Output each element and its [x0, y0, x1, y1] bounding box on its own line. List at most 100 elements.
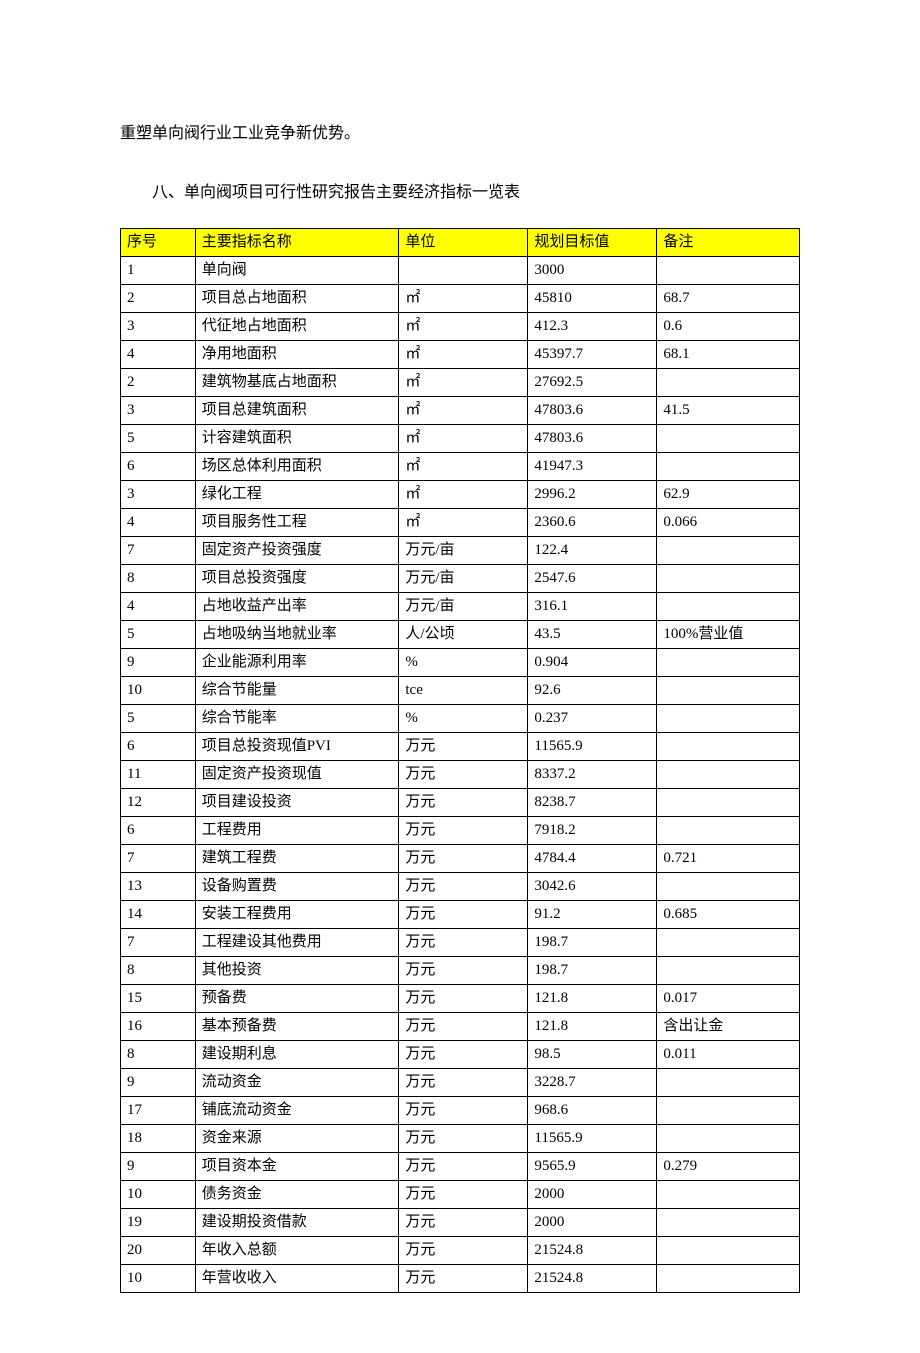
table-cell: 建设期利息 [195, 1040, 399, 1068]
table-cell [657, 564, 800, 592]
table-cell: 项目总建筑面积 [195, 396, 399, 424]
table-cell: 万元 [399, 1096, 528, 1124]
table-row: 2项目总占地面积㎡4581068.7 [121, 284, 800, 312]
table-cell: 10 [121, 1264, 196, 1292]
table-cell: 7 [121, 928, 196, 956]
table-cell: 2000 [528, 1208, 657, 1236]
table-cell [657, 1068, 800, 1096]
table-row: 7固定资产投资强度万元/亩122.4 [121, 536, 800, 564]
table-cell: 6 [121, 816, 196, 844]
table-cell: 5 [121, 704, 196, 732]
table-cell: 其他投资 [195, 956, 399, 984]
table-cell: 121.8 [528, 1012, 657, 1040]
table-cell [657, 704, 800, 732]
intro-text: 重塑单向阀行业工业竞争新优势。 [120, 120, 800, 149]
table-row: 9企业能源利用率%0.904 [121, 648, 800, 676]
table-cell: 万元 [399, 928, 528, 956]
table-row: 1单向阀3000 [121, 256, 800, 284]
table-cell: ㎡ [399, 508, 528, 536]
table-row: 4占地收益产出率万元/亩316.1 [121, 592, 800, 620]
table-cell: 万元 [399, 732, 528, 760]
table-cell: 12 [121, 788, 196, 816]
table-cell: 年收入总额 [195, 1236, 399, 1264]
table-cell: 基本预备费 [195, 1012, 399, 1040]
table-cell: 21524.8 [528, 1236, 657, 1264]
table-cell: 0.721 [657, 844, 800, 872]
table-cell: 41947.3 [528, 452, 657, 480]
table-cell: 万元 [399, 816, 528, 844]
table-cell [657, 956, 800, 984]
table-cell: 万元 [399, 872, 528, 900]
table-cell: 2547.6 [528, 564, 657, 592]
table-cell [657, 1236, 800, 1264]
table-cell [657, 872, 800, 900]
table-row: 10债务资金万元2000 [121, 1180, 800, 1208]
table-cell [657, 676, 800, 704]
table-row: 3绿化工程㎡2996.262.9 [121, 480, 800, 508]
table-cell: 27692.5 [528, 368, 657, 396]
table-cell: 8337.2 [528, 760, 657, 788]
table-cell: ㎡ [399, 424, 528, 452]
table-cell: 项目建设投资 [195, 788, 399, 816]
table-row: 12项目建设投资万元8238.7 [121, 788, 800, 816]
table-row: 13设备购置费万元3042.6 [121, 872, 800, 900]
table-cell: 14 [121, 900, 196, 928]
table-cell: 198.7 [528, 956, 657, 984]
table-row: 8项目总投资强度万元/亩2547.6 [121, 564, 800, 592]
col-header-value: 规划目标值 [528, 228, 657, 256]
table-cell [657, 732, 800, 760]
table-cell [657, 1096, 800, 1124]
table-cell: ㎡ [399, 368, 528, 396]
table-cell: 92.6 [528, 676, 657, 704]
table-cell: 计容建筑面积 [195, 424, 399, 452]
table-cell: 8 [121, 956, 196, 984]
table-row: 7工程建设其他费用万元198.7 [121, 928, 800, 956]
table-cell [657, 1124, 800, 1152]
section-title: 八、单向阀项目可行性研究报告主要经济指标一览表 [120, 179, 800, 208]
col-header-unit: 单位 [399, 228, 528, 256]
table-cell: 建筑工程费 [195, 844, 399, 872]
table-row: 6场区总体利用面积㎡41947.3 [121, 452, 800, 480]
table-cell: 10 [121, 1180, 196, 1208]
table-cell: 铺底流动资金 [195, 1096, 399, 1124]
table-cell: 场区总体利用面积 [195, 452, 399, 480]
table-cell: 5 [121, 424, 196, 452]
table-cell: 万元/亩 [399, 536, 528, 564]
table-cell: 建筑物基底占地面积 [195, 368, 399, 396]
table-cell: ㎡ [399, 480, 528, 508]
table-cell: 工程建设其他费用 [195, 928, 399, 956]
table-cell: 412.3 [528, 312, 657, 340]
table-cell: 万元 [399, 900, 528, 928]
table-cell: 0.011 [657, 1040, 800, 1068]
table-row: 15预备费万元121.80.017 [121, 984, 800, 1012]
table-cell: 47803.6 [528, 424, 657, 452]
table-cell: 资金来源 [195, 1124, 399, 1152]
table-cell: 45810 [528, 284, 657, 312]
table-cell: 6 [121, 732, 196, 760]
table-cell [657, 1208, 800, 1236]
table-cell: 98.5 [528, 1040, 657, 1068]
table-cell: 6 [121, 452, 196, 480]
table-cell: 3042.6 [528, 872, 657, 900]
table-row: 9流动资金万元3228.7 [121, 1068, 800, 1096]
table-cell: 企业能源利用率 [195, 648, 399, 676]
table-cell: 122.4 [528, 536, 657, 564]
table-cell: 万元 [399, 1264, 528, 1292]
table-cell: 3 [121, 480, 196, 508]
table-cell: 16 [121, 1012, 196, 1040]
table-row: 17铺底流动资金万元968.6 [121, 1096, 800, 1124]
table-cell: 2360.6 [528, 508, 657, 536]
table-cell: 3 [121, 396, 196, 424]
table-cell [657, 424, 800, 452]
table-cell [657, 648, 800, 676]
table-cell: 7 [121, 536, 196, 564]
table-cell: 68.7 [657, 284, 800, 312]
table-cell: 9 [121, 1152, 196, 1180]
table-cell: % [399, 648, 528, 676]
table-cell: 万元 [399, 788, 528, 816]
table-cell [657, 592, 800, 620]
table-cell: 8 [121, 1040, 196, 1068]
col-header-name: 主要指标名称 [195, 228, 399, 256]
table-cell: 9 [121, 1068, 196, 1096]
table-cell: 47803.6 [528, 396, 657, 424]
